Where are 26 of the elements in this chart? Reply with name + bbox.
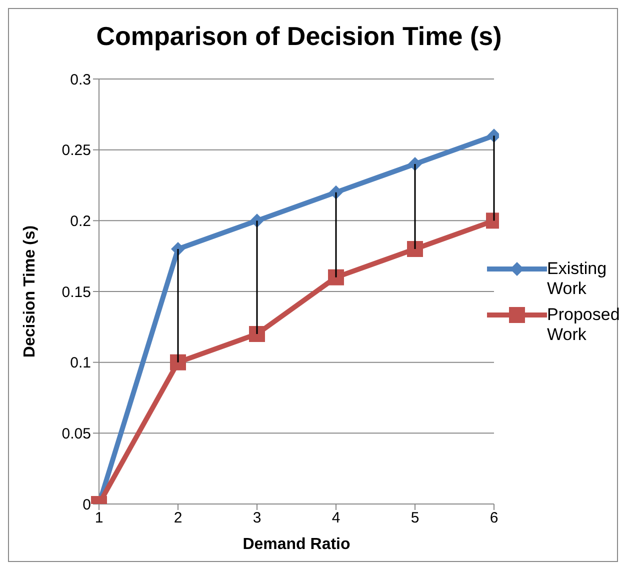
y-tick-label: 0.15 bbox=[62, 284, 91, 301]
x-tick-label: 1 bbox=[94, 510, 104, 527]
x-tick-label: 5 bbox=[410, 510, 420, 527]
y-tick-label: 0.2 bbox=[70, 212, 91, 230]
point bbox=[170, 354, 186, 370]
y-tick-label: 0.05 bbox=[62, 425, 91, 442]
y-tick-label: 0.3 bbox=[70, 71, 91, 88]
point bbox=[249, 326, 265, 342]
x-tick-label: 3 bbox=[252, 510, 262, 527]
x-tick-label: 4 bbox=[332, 510, 340, 527]
point bbox=[250, 214, 264, 228]
chart-title: Comparison of Decision Time (s) bbox=[95, 21, 503, 52]
y-tick-label: 0 bbox=[82, 496, 91, 514]
point bbox=[171, 242, 185, 256]
y-tick-label: 0.1 bbox=[70, 354, 91, 372]
point bbox=[329, 185, 343, 200]
x-axis-title: Demand Ratio bbox=[242, 536, 351, 553]
x-tick-label: 2 bbox=[174, 510, 182, 527]
y-tick-label: 0.25 bbox=[62, 142, 91, 160]
y-axis-title: Decision Time (s) bbox=[22, 225, 39, 358]
x-tick-label: 6 bbox=[490, 510, 498, 527]
legend-label: Proposed Work bbox=[547, 305, 620, 345]
point bbox=[328, 269, 344, 286]
point bbox=[407, 241, 423, 257]
legend-label: Existing Work bbox=[547, 259, 608, 299]
point bbox=[408, 157, 422, 171]
